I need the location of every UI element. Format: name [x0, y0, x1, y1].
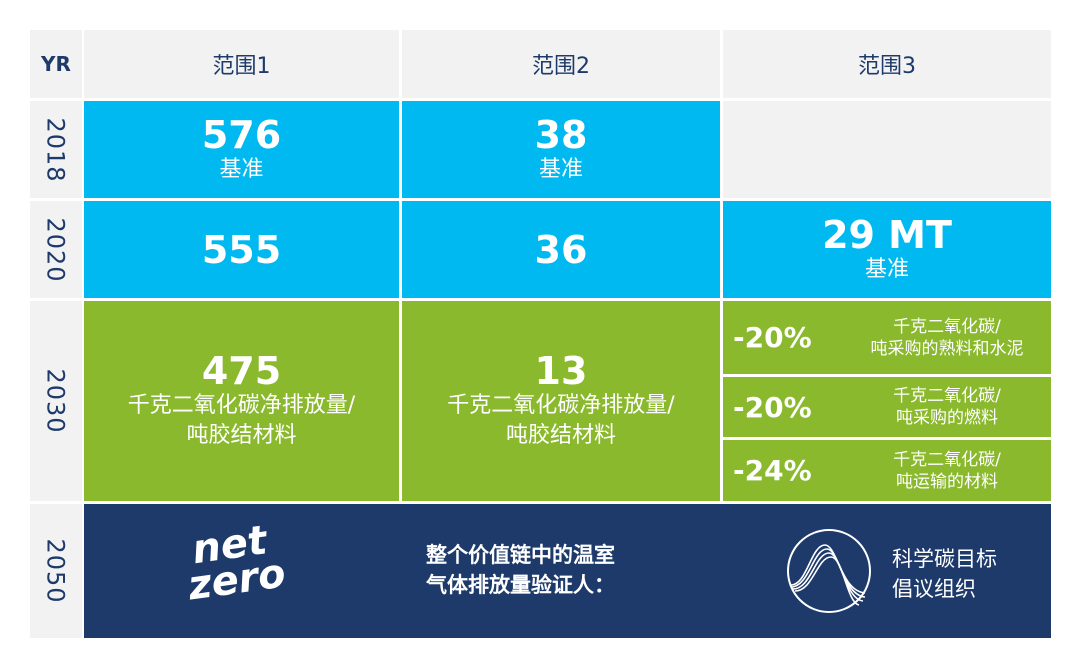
year-label-2020: 2020	[30, 201, 82, 298]
value: 475	[201, 349, 282, 393]
note-line1: 千克二氧化碳净排放量/	[447, 393, 675, 418]
percent: -24%	[733, 454, 812, 487]
year-column-header: YR	[30, 30, 82, 98]
note-line2: 吨胶结材料	[505, 423, 616, 448]
sbti-text: 科学碳目标 倡议组织	[892, 544, 997, 604]
label-line1: 千克二氧化碳/	[893, 386, 1001, 406]
cert-line2: 气体排放量验证人：	[426, 573, 615, 597]
note-line2: 吨胶结材料	[186, 423, 297, 448]
net-zero-logo: net zero	[185, 517, 288, 609]
note-line1: 千克二氧化碳净排放量/	[127, 393, 356, 418]
value: 29 MT	[822, 212, 952, 257]
year-text: 2030	[42, 368, 71, 434]
verification-text: 整个价值链中的温室 气体排放量验证人：	[426, 540, 615, 600]
scope2-2030-cell: 13 千克二氧化碳净排放量/ 吨胶结材料	[402, 301, 720, 501]
percent: -20%	[733, 321, 812, 354]
note: 基准	[538, 156, 583, 182]
item-label: 千克二氧化碳/ 吨运输的材料	[843, 449, 1051, 493]
label-line2: 吨采购的熟料和水泥	[870, 338, 1024, 359]
sbti-wave-icon	[787, 529, 871, 613]
year-text: 2018	[42, 116, 71, 183]
year-text: 2020	[42, 216, 71, 283]
scope1-2030-cell: 475 千克二氧化碳净排放量/ 吨胶结材料	[84, 301, 399, 501]
year-label-2018: 2018	[30, 101, 82, 198]
scope2-2018-cell: 38 基准	[402, 101, 720, 198]
sbti-line2: 倡议组织	[892, 577, 976, 601]
scope3-2030-item: -24% 千克二氧化碳/ 吨运输的材料	[723, 440, 1051, 501]
value: 36	[534, 227, 588, 272]
year-label-2050: 2050	[30, 504, 82, 638]
scope1-2018-cell: 576 基准	[84, 101, 399, 198]
value: 576	[201, 112, 282, 157]
year-text: 2050	[42, 538, 71, 604]
scope1-header: 范围1	[84, 30, 399, 98]
note: 基准	[219, 156, 264, 182]
scope2-2020-cell: 36	[402, 201, 720, 298]
percent: -20%	[733, 390, 812, 424]
scope1-2020-cell: 555	[84, 201, 399, 298]
scope3-2030-item: -20% 千克二氧化碳/ 吨采购的燃料	[723, 377, 1051, 437]
note: 基准	[864, 256, 909, 282]
value: 555	[201, 227, 282, 272]
scope3-2020-cell: 29 MT 基准	[723, 201, 1051, 298]
scope3-header: 范围3	[723, 30, 1051, 98]
scope2-header: 范围2	[402, 30, 720, 98]
label-line2: 吨运输的材料	[896, 471, 998, 492]
value: 13	[534, 349, 588, 393]
label-line1: 千克二氧化碳/	[893, 449, 1001, 470]
year-label-2030: 2030	[30, 301, 82, 501]
scope3-2030-item: -20% 千克二氧化碳/ 吨采购的熟料和水泥	[723, 301, 1051, 374]
label-line2: 吨采购的燃料	[896, 408, 998, 428]
scope3-2018-empty-cell	[723, 101, 1051, 198]
label-line1: 千克二氧化碳/	[893, 316, 1001, 337]
item-label: 千克二氧化碳/ 吨采购的燃料	[843, 385, 1051, 429]
net-zero-2050-banner: net zero 整个价值链中的温室 气体排放量验证人： 科学碳目标 倡议组织	[84, 504, 1051, 638]
cert-line1: 整个价值链中的温室	[426, 543, 615, 567]
item-label: 千克二氧化碳/ 吨采购的熟料和水泥	[843, 316, 1051, 360]
sbti-line1: 科学碳目标	[892, 547, 997, 571]
value: 38	[534, 112, 588, 157]
logo-zero: zero	[185, 550, 289, 610]
